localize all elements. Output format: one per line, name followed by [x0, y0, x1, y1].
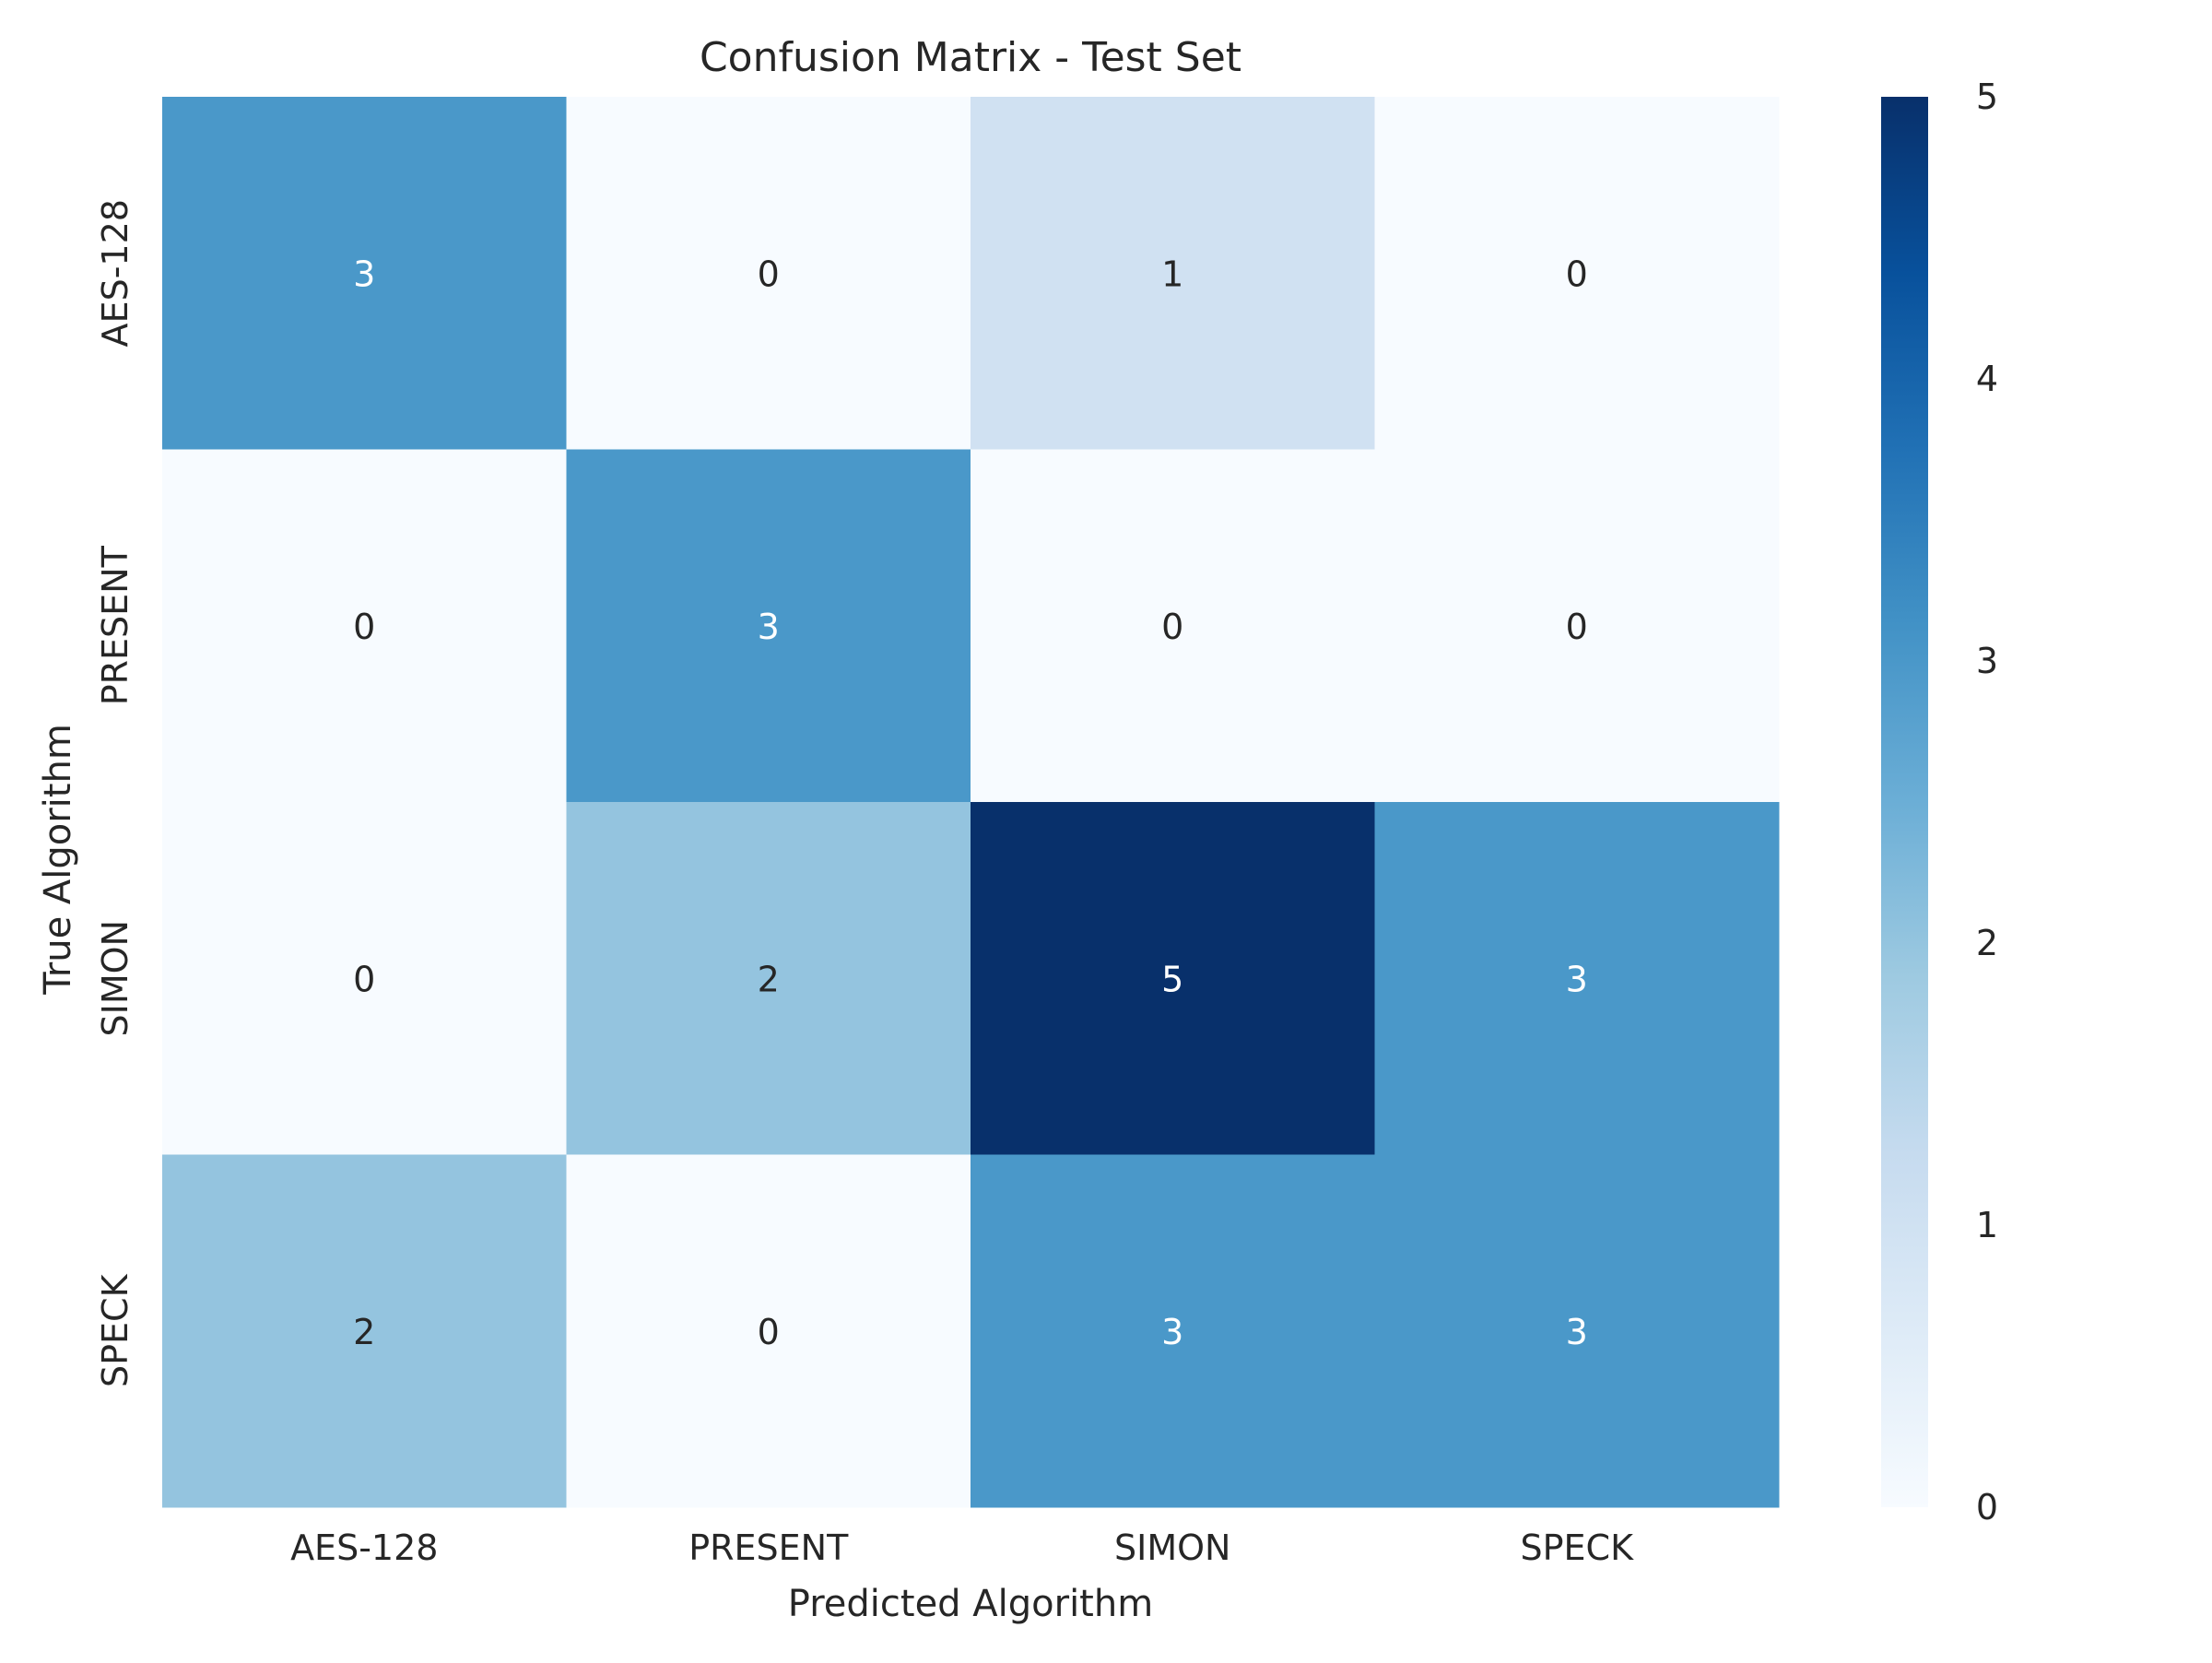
y-tick-label: SPECK [95, 1273, 135, 1387]
cell-value-label: 0 [353, 607, 375, 647]
colorbar-tick-label: 5 [1976, 77, 1998, 117]
cell-value-label: 3 [1566, 1312, 1588, 1352]
cell-value-label: 0 [1161, 607, 1183, 647]
heatmap-cell [162, 802, 567, 1155]
x-tick-label: SPECK [1521, 1527, 1635, 1568]
heatmap-cell [971, 97, 1375, 450]
x-tick-label: PRESENT [688, 1527, 849, 1568]
heatmap-cell [566, 802, 971, 1155]
x-axis-ticks: AES-128 PRESENT SIMON SPECK [290, 1527, 1634, 1568]
x-tick-label: SIMON [1114, 1527, 1230, 1568]
colorbar [1881, 97, 1928, 1507]
heatmap-cell [566, 97, 971, 450]
cell-value-label: 3 [758, 607, 780, 647]
heatmap-cell [162, 1154, 567, 1508]
x-tick-label: AES-128 [290, 1527, 438, 1568]
cell-value-label: 3 [1566, 959, 1588, 999]
cell-value-label: 0 [353, 959, 375, 999]
cell-value-label: 1 [1161, 254, 1183, 294]
colorbar-tick-label: 3 [1976, 641, 1998, 681]
cell-value-label: 2 [758, 959, 780, 999]
y-tick-label: SIMON [95, 920, 135, 1036]
colorbar-tick-label: 0 [1976, 1487, 1998, 1527]
heatmap-cell [1374, 97, 1780, 450]
y-axis-label: True Algorithm [37, 724, 79, 996]
colorbar-ticks: 0 1 2 3 4 5 [1976, 77, 1998, 1527]
cell-value-label: 0 [1566, 254, 1588, 294]
colorbar-tick-label: 1 [1976, 1205, 1998, 1245]
y-tick-label: PRESENT [95, 545, 135, 705]
cell-value-label: 3 [353, 254, 375, 294]
x-axis-label: Predicted Algorithm [788, 1583, 1153, 1625]
y-axis-ticks: AES-128 PRESENT SIMON SPECK [95, 199, 135, 1387]
heatmap-cell [566, 1154, 971, 1508]
heatmap-cell [1374, 802, 1780, 1155]
chart-title: Confusion Matrix - Test Set [700, 34, 1241, 81]
cell-value-label: 5 [1161, 959, 1183, 999]
cell-value-label: 0 [758, 254, 780, 294]
heatmap-cell [162, 97, 567, 450]
heatmap-cell [1374, 1154, 1780, 1508]
heatmap-cell [1374, 449, 1780, 803]
y-tick-label: AES-128 [95, 199, 135, 347]
colorbar-tick-label: 4 [1976, 359, 1998, 399]
colorbar-tick-label: 2 [1976, 923, 1998, 963]
heatmap-cells [162, 97, 1780, 1508]
cell-value-label: 2 [353, 1312, 375, 1352]
cell-value-label: 0 [758, 1312, 780, 1352]
cell-value-label: 0 [1566, 607, 1588, 647]
heatmap-cell [971, 449, 1375, 803]
heatmap-cell-labels: 3 0 1 0 0 3 0 0 0 2 5 3 2 0 3 3 [353, 254, 1588, 1352]
cell-value-label: 3 [1161, 1312, 1183, 1352]
heatmap-cell [971, 1154, 1375, 1508]
heatmap-cell [971, 802, 1375, 1155]
heatmap-cell [566, 449, 971, 803]
heatmap-cell [162, 449, 567, 803]
